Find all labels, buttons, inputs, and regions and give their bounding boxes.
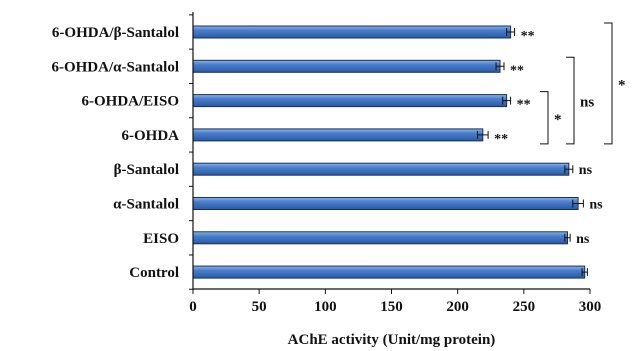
x-tick-label-3: 150: [380, 299, 403, 315]
category-label-1: 6-OHDA/α-Santalol: [51, 59, 179, 75]
significance-label-5: ns: [589, 198, 603, 213]
significance-bracket-0: [540, 91, 549, 145]
bar-3: [192, 128, 484, 142]
error-bar-6: [564, 233, 571, 242]
error-bar-5: [572, 199, 584, 208]
error-bar-7: [581, 268, 588, 277]
significance-label-1: **: [510, 63, 524, 78]
category-label-6: EISO: [143, 231, 179, 247]
error-bar-4: [564, 165, 574, 174]
significance-bracket-1: [566, 56, 575, 145]
error-bar-2: [502, 96, 512, 105]
bracket-label-1: ns: [580, 95, 594, 111]
bar-7: [192, 265, 586, 279]
significance-label-6: ns: [576, 232, 590, 247]
x-tick-label-4: 200: [446, 299, 469, 315]
error-bar-0: [506, 28, 516, 36]
bar-2: [192, 94, 508, 108]
category-label-0: 6-OHDA/β-Santalol: [52, 25, 179, 41]
error-bar-1: [495, 62, 505, 71]
significance-label-2: **: [517, 98, 531, 113]
x-axis-label: AChE activity (Unit/mg protein): [288, 332, 496, 348]
bracket-label-2: *: [618, 77, 626, 93]
significance-label-4: ns: [579, 163, 593, 178]
significance-label-0: **: [521, 29, 535, 44]
category-label-3: 6-OHDA: [122, 128, 180, 144]
x-tick-label-6: 300: [579, 299, 602, 315]
error-bar-3: [477, 130, 489, 139]
x-tick-label-5: 250: [513, 299, 536, 315]
bracket-label-0: *: [554, 112, 562, 128]
category-label-2: 6-OHDA/EISO: [81, 94, 179, 110]
bar-1: [192, 59, 501, 73]
bar-5: [192, 197, 579, 210]
x-tick-label-1: 50: [252, 299, 267, 315]
x-tick-label-0: 0: [189, 299, 197, 315]
significance-bracket-2: [604, 22, 613, 145]
bar-4: [192, 162, 570, 176]
bar-6: [192, 231, 569, 245]
category-label-5: α-Santalol: [113, 197, 179, 213]
significance-label-3: **: [494, 132, 508, 147]
category-label-7: Control: [129, 265, 179, 281]
bar-0: [192, 25, 512, 39]
category-label-4: β-Santalol: [114, 162, 179, 178]
x-tick-label-2: 100: [314, 299, 337, 315]
